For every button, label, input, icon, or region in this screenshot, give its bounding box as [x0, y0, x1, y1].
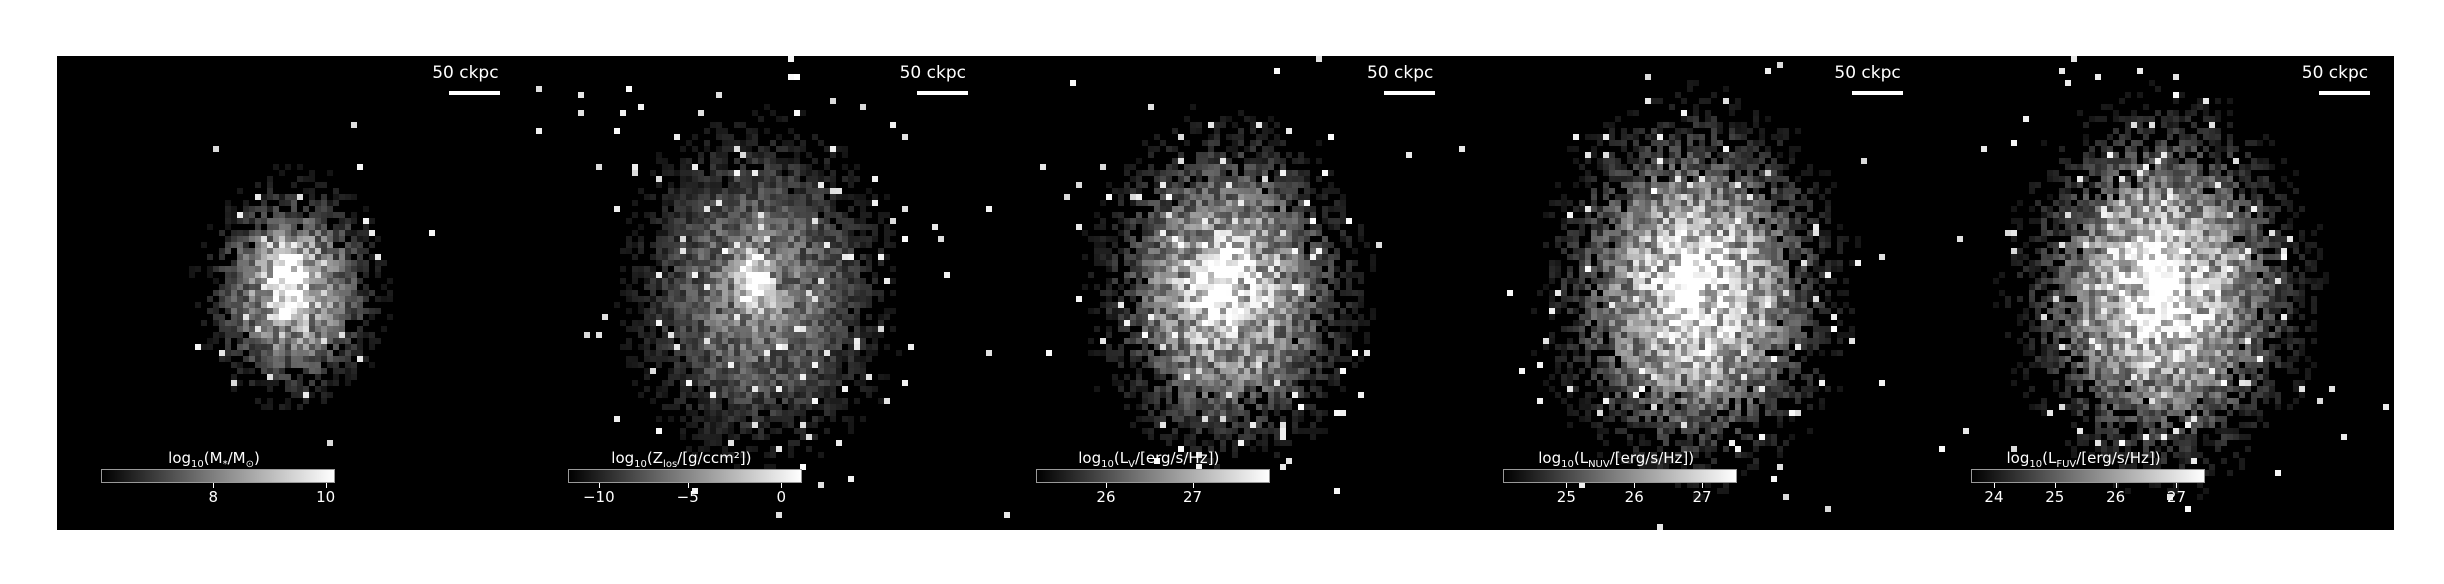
colorbar-tick-label: 27 [1692, 488, 1712, 506]
colorbar-tick-label: 27 [2166, 488, 2187, 506]
scalebar-line [1384, 91, 1436, 95]
colorbar-tick-label: 8 [208, 488, 219, 506]
colorbar-tick [781, 483, 783, 488]
scalebar-label: 50 ckpc [2301, 63, 2369, 83]
colorbar [1503, 469, 1738, 483]
colorbar-tick-label: 26 [1096, 488, 1116, 506]
scalebar-line [916, 91, 968, 95]
colorbar-tick-label: 27 [1183, 488, 1203, 506]
colorbar-tick [1192, 483, 1194, 488]
colorbar-tick-label: 25 [1556, 488, 1576, 506]
colorbar-tick [2115, 483, 2117, 488]
scalebar-line [1851, 91, 1903, 95]
panel-nuv: 50 ckpc log10(LNUV/[erg/s/Hz]) 25 26 27 [1459, 56, 1927, 530]
colorbar-tick [213, 483, 215, 488]
galaxy-image [536, 56, 992, 518]
colorbar-ticks: 24 25 26 27 [1971, 483, 2205, 507]
colorbar-tick [1634, 483, 1636, 488]
colorbar-tick-label: −5 [676, 488, 699, 506]
galaxy-image [1938, 56, 2389, 512]
colorbar-tick [598, 483, 600, 488]
colorbar-ticks: 25 26 27 [1503, 483, 1737, 507]
panel-metallicity: 50 ckpc log10(Zlos/[g/ccm²]) −10 −5 0 [524, 56, 992, 530]
colorbar-ticks: −10 −5 0 [568, 483, 802, 507]
colorbar-tick [1566, 483, 1568, 488]
colorbar-label: log10(LFUV/[erg/s/Hz]) [2006, 449, 2161, 470]
colorbar-label: log10(M*/M⊙) [168, 449, 260, 470]
colorbar-tick [2054, 483, 2056, 488]
colorbar-ticks: 8 10 [101, 483, 335, 507]
colorbar-tick-label: −10 [582, 488, 615, 506]
scalebar-label: 50 ckpc [432, 63, 499, 83]
colorbar-label: log10(Zlos/[g/ccm²]) [611, 449, 752, 470]
colorbar-label: log10(LNUV/[erg/s/Hz]) [1538, 449, 1695, 470]
colorbar-ticks: 26 27 [1036, 483, 1270, 507]
colorbar-tick-label: 24 [1984, 488, 2004, 506]
colorbar [568, 469, 803, 483]
colorbar-tick [1105, 483, 1107, 488]
colorbar [1035, 469, 1270, 483]
colorbar-tick [1702, 483, 1704, 488]
colorbar-tick [1993, 483, 1995, 488]
colorbar [101, 469, 335, 483]
scalebar-line [449, 91, 501, 95]
galaxy-image [188, 122, 435, 446]
scalebar-label: 50 ckpc [1834, 63, 1901, 83]
colorbar-label: log10(LV/[erg/s/Hz]) [1078, 449, 1220, 470]
scalebar-line [2318, 91, 2370, 95]
scalebar-label: 50 ckpc [1366, 63, 1434, 83]
colorbar-tick-label: 25 [2045, 488, 2065, 506]
colorbar-tick-label: 10 [316, 488, 336, 506]
colorbar-tick-label: 26 [2106, 488, 2126, 506]
panel-fuv: 50 ckpc log10(LFUV/[erg/s/Hz]) 24 25 26 27 [1926, 56, 2394, 530]
colorbar-tick [2176, 483, 2178, 488]
colorbar [1970, 469, 2205, 483]
colorbar-tick-label: 26 [1624, 488, 1644, 506]
colorbar-tick [325, 483, 327, 488]
scalebar-label: 50 ckpc [899, 63, 966, 83]
panel-stellar-mass: 50 ckpc log10(M*/M⊙) 8 10 [57, 56, 525, 530]
panel-v-band: 50 ckpc log10(LV/[erg/s/Hz]) 26 27 [991, 56, 1460, 530]
galaxy-image [1003, 56, 1412, 518]
image-strip: 50 ckpc log10(M*/M⊙) 8 10 50 ckpc log10(Zlos… [57, 56, 2394, 530]
colorbar-tick [687, 483, 689, 488]
colorbar-tick-label: 0 [776, 488, 787, 506]
